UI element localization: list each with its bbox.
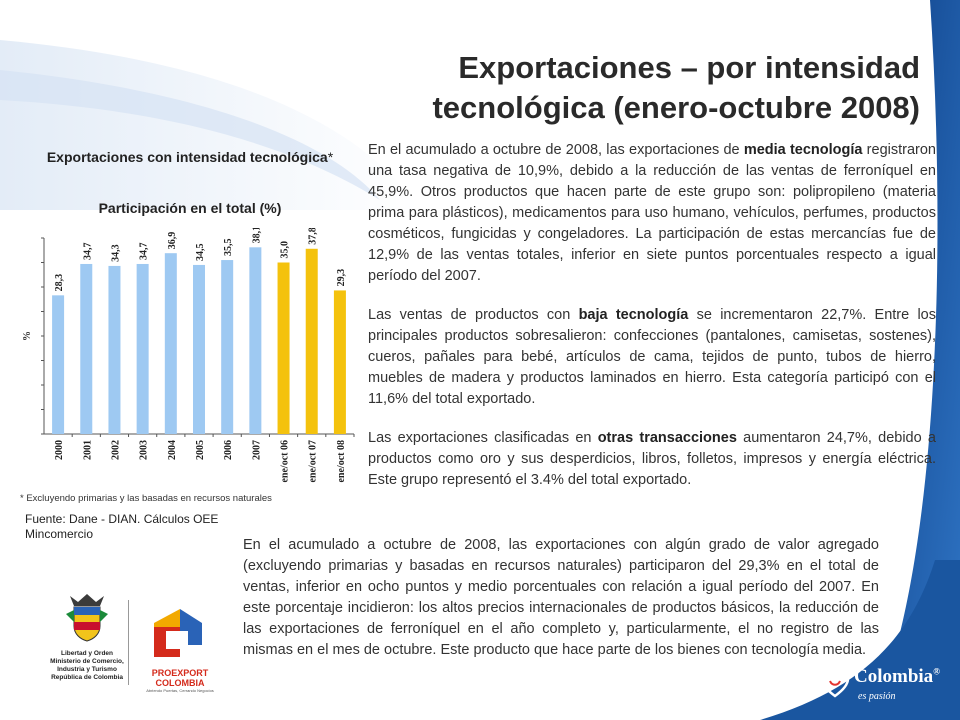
category-label: ene/oct 06 — [280, 440, 291, 483]
ministry-logo: Libertad y Orden Ministerio de Comercio,… — [50, 592, 124, 682]
ministry-line: Libertad y Orden Ministerio de Comercio,… — [50, 650, 124, 681]
chart-source: Fuente: Dane - DIAN. Cálculos OEE Mincom… — [25, 512, 285, 542]
coat-of-arms-icon — [66, 594, 108, 642]
slide-title-line1: Exportaciones – por intensidad — [458, 50, 920, 85]
proexport-name: PROEXPORT COLOMBIA — [151, 668, 209, 688]
data-label: 28,3 — [54, 274, 65, 292]
p3-text-c: aumentaron 24,7%, debido a productos com… — [368, 430, 936, 488]
bar — [333, 290, 346, 434]
chart-title: Exportaciones con intensidad tecnológica… — [40, 148, 340, 166]
colombia-word: Colombia — [854, 666, 934, 687]
bar — [249, 247, 262, 434]
chart-title-text: Exportaciones con intensidad tecnológica — [46, 149, 328, 165]
slide-title: Exportaciones – por intensidad tecnológi… — [360, 48, 920, 128]
data-label: 34,7 — [139, 242, 150, 260]
category-label: 2005 — [195, 440, 206, 460]
data-label: 35,0 — [280, 241, 291, 259]
p1-text-c: registraron una tasa negativa de 10,9%, … — [368, 142, 936, 284]
category-label: ene/oct 08 — [336, 440, 347, 483]
logo-divider — [128, 600, 129, 685]
proexport-logo: PROEXPORT COLOMBIA Abriendo Puertas, Cer… — [140, 605, 220, 693]
chart-footnote: * Excluyendo primarias y las basadas en … — [20, 493, 272, 504]
category-label: 2002 — [110, 440, 121, 460]
data-label: 35,5 — [223, 239, 234, 256]
bar — [80, 263, 93, 434]
p2-text-c: se incrementaron 22,7%. Entre los princi… — [368, 307, 936, 407]
bar — [164, 253, 177, 434]
paragraph-media-tecnologia: En el acumulado a octubre de 2008, las e… — [368, 140, 936, 287]
data-label: 36,9 — [167, 232, 178, 250]
bar — [277, 262, 290, 434]
chart-subtitle: Participación en el total (%) — [98, 200, 282, 216]
category-label: 2003 — [139, 440, 150, 460]
p1-text-a: En el acumulado a octubre de 2008, las e… — [368, 142, 744, 158]
category-label: 2000 — [54, 440, 65, 460]
paragraph-otras-transacciones: Las exportaciones clasificadas en otras … — [368, 428, 936, 491]
ministry-name: Libertad y Orden Ministerio de Comercio,… — [50, 650, 124, 682]
bar — [305, 248, 318, 434]
paragraph-valor-agregado: En el acumulado a octubre de 2008, las e… — [243, 537, 879, 658]
source-line2: Mincomercio — [25, 527, 94, 541]
data-label: 37,8 — [308, 228, 319, 245]
registered-mark: ® — [933, 666, 940, 677]
source-line1: Fuente: Dane - DIAN. Cálculos OEE — [25, 512, 219, 526]
p1-bold: media tecnología — [743, 142, 863, 158]
p3-bold: otras transacciones — [597, 430, 737, 446]
colombia-tagline: es pasión — [858, 691, 896, 702]
category-label: 2006 — [223, 440, 234, 460]
bar-chart: % 28,3 2000 34,7 2001 34,3 2002 34,7 2003 36,9 200… — [22, 228, 355, 483]
bar — [136, 263, 149, 434]
proexport-tagline: Abriendo Puertas, Cerrando Negocios — [146, 688, 214, 693]
text-column: En el acumulado a octubre de 2008, las e… — [368, 140, 936, 509]
category-label: 2004 — [167, 440, 178, 460]
data-label: 34,5 — [195, 243, 206, 261]
p3-text-a: Las exportaciones clasificadas en — [368, 430, 598, 446]
y-axis-label: % — [22, 331, 33, 341]
data-label: 29,3 — [336, 269, 347, 287]
data-label: 34,3 — [110, 244, 121, 262]
bar — [108, 265, 121, 434]
category-label: ene/oct 07 — [308, 440, 319, 483]
proexport-mark-icon — [154, 609, 202, 657]
colombia-brand-logo: Colombia® es pasión — [818, 662, 948, 708]
category-label: 2007 — [251, 440, 262, 460]
bar — [193, 264, 205, 434]
paragraph-baja-tecnologia: Las ventas de productos con baja tecnolo… — [368, 305, 936, 410]
p2-text-a: Las ventas de productos con — [368, 307, 579, 323]
data-label: 34,7 — [82, 242, 93, 260]
slide-title-line2: tecnológica (enero-octubre 2008) — [432, 90, 920, 125]
bar — [221, 260, 234, 434]
p2-bold: baja tecnología — [578, 307, 689, 323]
heart-icon — [820, 670, 850, 698]
colombia-wordmark: Colombia® — [854, 666, 940, 688]
chart-title-mark: * — [327, 149, 334, 165]
category-label: 2001 — [82, 440, 93, 460]
data-label: 38,1 — [251, 228, 262, 243]
bar — [52, 295, 65, 434]
